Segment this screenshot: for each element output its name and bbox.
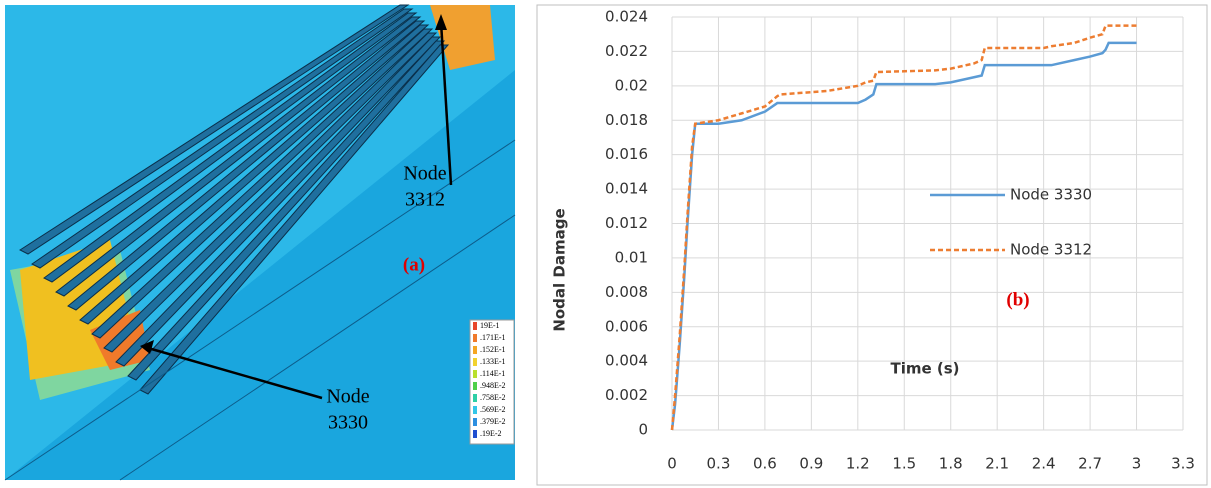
legend-label: Node 3312 bbox=[1010, 241, 1092, 259]
scale-label: .114E-1 bbox=[480, 369, 505, 378]
fin bbox=[115, 36, 442, 367]
fin bbox=[67, 20, 426, 311]
y-tick-label: 0.012 bbox=[605, 214, 648, 232]
x-tick-label: 2.1 bbox=[985, 455, 1009, 473]
scale-label: .19E-2 bbox=[480, 429, 502, 438]
y-tick-label: 0.002 bbox=[605, 386, 648, 404]
arrow-head bbox=[140, 340, 154, 354]
y-tick-label: 0.02 bbox=[615, 76, 648, 94]
fin bbox=[103, 32, 438, 353]
fea-hotspot bbox=[430, 5, 495, 70]
fin bbox=[79, 24, 430, 325]
fin bbox=[91, 28, 434, 339]
scale-swatch bbox=[473, 430, 477, 438]
scale-swatch bbox=[473, 418, 477, 426]
fin bbox=[31, 8, 414, 269]
scale-swatch bbox=[473, 334, 477, 342]
scale-swatch bbox=[473, 394, 477, 402]
scale-label: .379E-2 bbox=[480, 417, 506, 426]
x-tick-label: 0.6 bbox=[753, 455, 777, 473]
y-tick-label: 0.024 bbox=[605, 8, 648, 26]
y-tick-label: 0.018 bbox=[605, 111, 648, 129]
panel-caption: (a) bbox=[403, 254, 425, 275]
scale-label: .133E-1 bbox=[480, 357, 506, 366]
legend-label: Node 3330 bbox=[1010, 186, 1092, 204]
y-tick-label: 0.014 bbox=[605, 180, 648, 198]
y-tick-label: 0 bbox=[638, 421, 648, 439]
x-tick-label: 3 bbox=[1132, 455, 1142, 473]
panel-a: Node 3312 Node 3330 (a) 19E-1 .171E-1 .152E-1 .1… bbox=[4, 4, 516, 481]
arrow bbox=[439, 21, 453, 186]
fin bbox=[55, 16, 422, 297]
scale-swatch bbox=[473, 358, 477, 366]
panel-b: 0 0.002 0.004 0.006 0.008 0.01 0.012 0.014 0.016… bbox=[551, 8, 1195, 473]
x-tick-label: 0 bbox=[667, 455, 677, 473]
scale-swatch bbox=[473, 370, 477, 378]
series-line bbox=[670, 24, 1137, 431]
fin bbox=[139, 44, 450, 395]
scale-swatch bbox=[473, 382, 477, 390]
y-tick-label: 0.008 bbox=[605, 283, 648, 301]
color-scale bbox=[469, 319, 515, 445]
x-tick-label: 2.4 bbox=[1032, 455, 1056, 473]
x-tick-label: 1.5 bbox=[892, 455, 916, 473]
node-label: Node bbox=[326, 386, 369, 408]
scale-swatch bbox=[473, 346, 477, 354]
x-tick-label: 1.8 bbox=[939, 455, 963, 473]
fins bbox=[18, 4, 450, 395]
fin bbox=[43, 12, 418, 283]
chart-frame bbox=[536, 4, 1208, 486]
y-tick-label: 0.006 bbox=[605, 317, 648, 335]
scale-label: .758E-2 bbox=[480, 393, 506, 402]
edge-line bbox=[119, 214, 516, 481]
scale-label: .948E-2 bbox=[480, 381, 506, 390]
node-label: 3312 bbox=[405, 189, 445, 211]
y-axis-title: Nodal Damage bbox=[551, 208, 569, 331]
x-axis-title: Time (s) bbox=[890, 360, 959, 378]
scale-label: .171E-1 bbox=[480, 333, 506, 342]
fin bbox=[18, 4, 410, 255]
arrow-head bbox=[435, 14, 447, 30]
y-tick-label: 0.01 bbox=[615, 248, 648, 266]
y-tick-label: 0.016 bbox=[605, 145, 648, 163]
scale-label: 19E-1 bbox=[480, 321, 500, 330]
y-tick-label: 0.022 bbox=[605, 42, 648, 60]
scale-swatch bbox=[473, 406, 477, 414]
x-tick-label: 3.3 bbox=[1171, 455, 1195, 473]
x-tick-label: 2.7 bbox=[1078, 455, 1102, 473]
node-label: 3330 bbox=[328, 412, 368, 434]
edge-line bbox=[4, 139, 516, 481]
scale-label: .569E-2 bbox=[480, 405, 506, 414]
arrow bbox=[147, 346, 323, 400]
x-tick-label: 0.9 bbox=[799, 455, 823, 473]
scale-label: .152E-1 bbox=[480, 345, 506, 354]
x-tick-label: 1.2 bbox=[846, 455, 870, 473]
y-tick-label: 0.004 bbox=[605, 352, 648, 370]
scale-swatch bbox=[473, 322, 477, 330]
fin bbox=[127, 40, 446, 381]
node-label: Node bbox=[403, 163, 446, 185]
x-tick-label: 0.3 bbox=[707, 455, 731, 473]
annotation: (b) bbox=[1006, 289, 1029, 310]
